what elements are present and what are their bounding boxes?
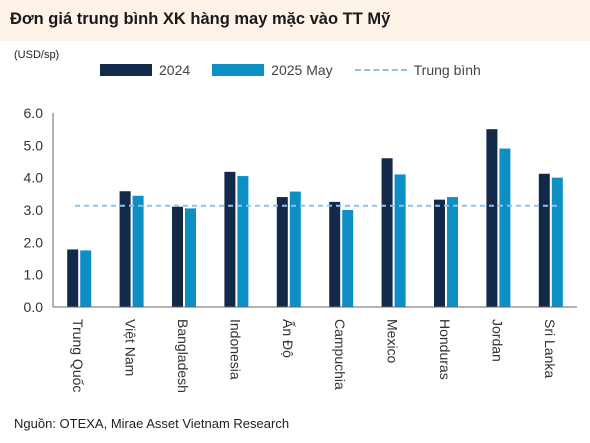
x-category-label: Jordan: [489, 319, 505, 362]
bar-2025-7: [394, 174, 406, 307]
legend: 2024 2025 May Trung bình: [100, 61, 503, 79]
source-note: Nguồn: OTEXA, Mirae Asset Vietnam Resear…: [14, 416, 290, 431]
y-tick-label: 1.0: [24, 267, 44, 283]
x-category-label: Campuchia: [332, 319, 348, 390]
legend-item-average: Trung bình: [354, 62, 481, 78]
bar-2025-5: [289, 191, 301, 307]
x-category-label: Ấn Độ: [280, 319, 296, 358]
y-tick-label: 6.0: [24, 105, 44, 121]
legend-item-2025: 2025 May: [212, 62, 333, 78]
bar-2024-1: [67, 249, 79, 307]
y-tick-label: 3.0: [24, 202, 44, 218]
y-tick-label: 0.0: [24, 299, 44, 315]
x-category-label: Mexico: [385, 319, 401, 364]
bar-2025-6: [342, 210, 354, 307]
bar-2024-7: [381, 158, 393, 307]
bar-2024-6: [329, 201, 341, 307]
x-category-label: Trung Quốc: [70, 319, 86, 392]
legend-item-2024: 2024: [100, 62, 190, 78]
x-category-label: Indonesia: [227, 319, 243, 380]
unit-label: (USD/sp): [14, 49, 60, 61]
bar-2025-1: [80, 250, 92, 307]
legend-swatch-2024: [100, 64, 152, 76]
x-category-label: Honduras: [437, 319, 453, 380]
x-category-label: Sri Lanka: [542, 319, 558, 378]
legend-swatch-average: [354, 69, 407, 71]
bar-2024-8: [434, 199, 445, 307]
x-category-label: Việt Nam: [123, 319, 139, 376]
bar-2025-3: [185, 208, 196, 307]
bar-2024-3: [172, 206, 183, 307]
legend-label-2024: 2024: [159, 62, 191, 78]
bar-2025-4: [237, 176, 249, 307]
title-bar: [0, 0, 590, 41]
bar-2024-10: [538, 173, 550, 307]
bar-2025-9: [499, 148, 511, 307]
legend-label-2025: 2025 May: [271, 62, 333, 78]
bar-2024-4: [224, 171, 236, 307]
bar-2025-2: [132, 195, 144, 307]
bar-2024-5: [276, 197, 288, 307]
legend-label-average: Trung bình: [413, 62, 481, 78]
legend-swatch-2025: [212, 64, 265, 76]
bar-2024-9: [486, 129, 498, 307]
x-category-label: Bangladesh: [175, 319, 191, 393]
y-tick-label: 4.0: [24, 170, 44, 186]
y-tick-label: 5.0: [24, 137, 44, 153]
bar-2025-10: [551, 177, 563, 307]
chart-title: Đơn giá trung bình XK hàng may mặc vào T…: [10, 10, 391, 28]
bar-2024-2: [119, 191, 131, 307]
y-tick-label: 2.0: [24, 234, 44, 250]
bar-2025-8: [447, 197, 458, 307]
